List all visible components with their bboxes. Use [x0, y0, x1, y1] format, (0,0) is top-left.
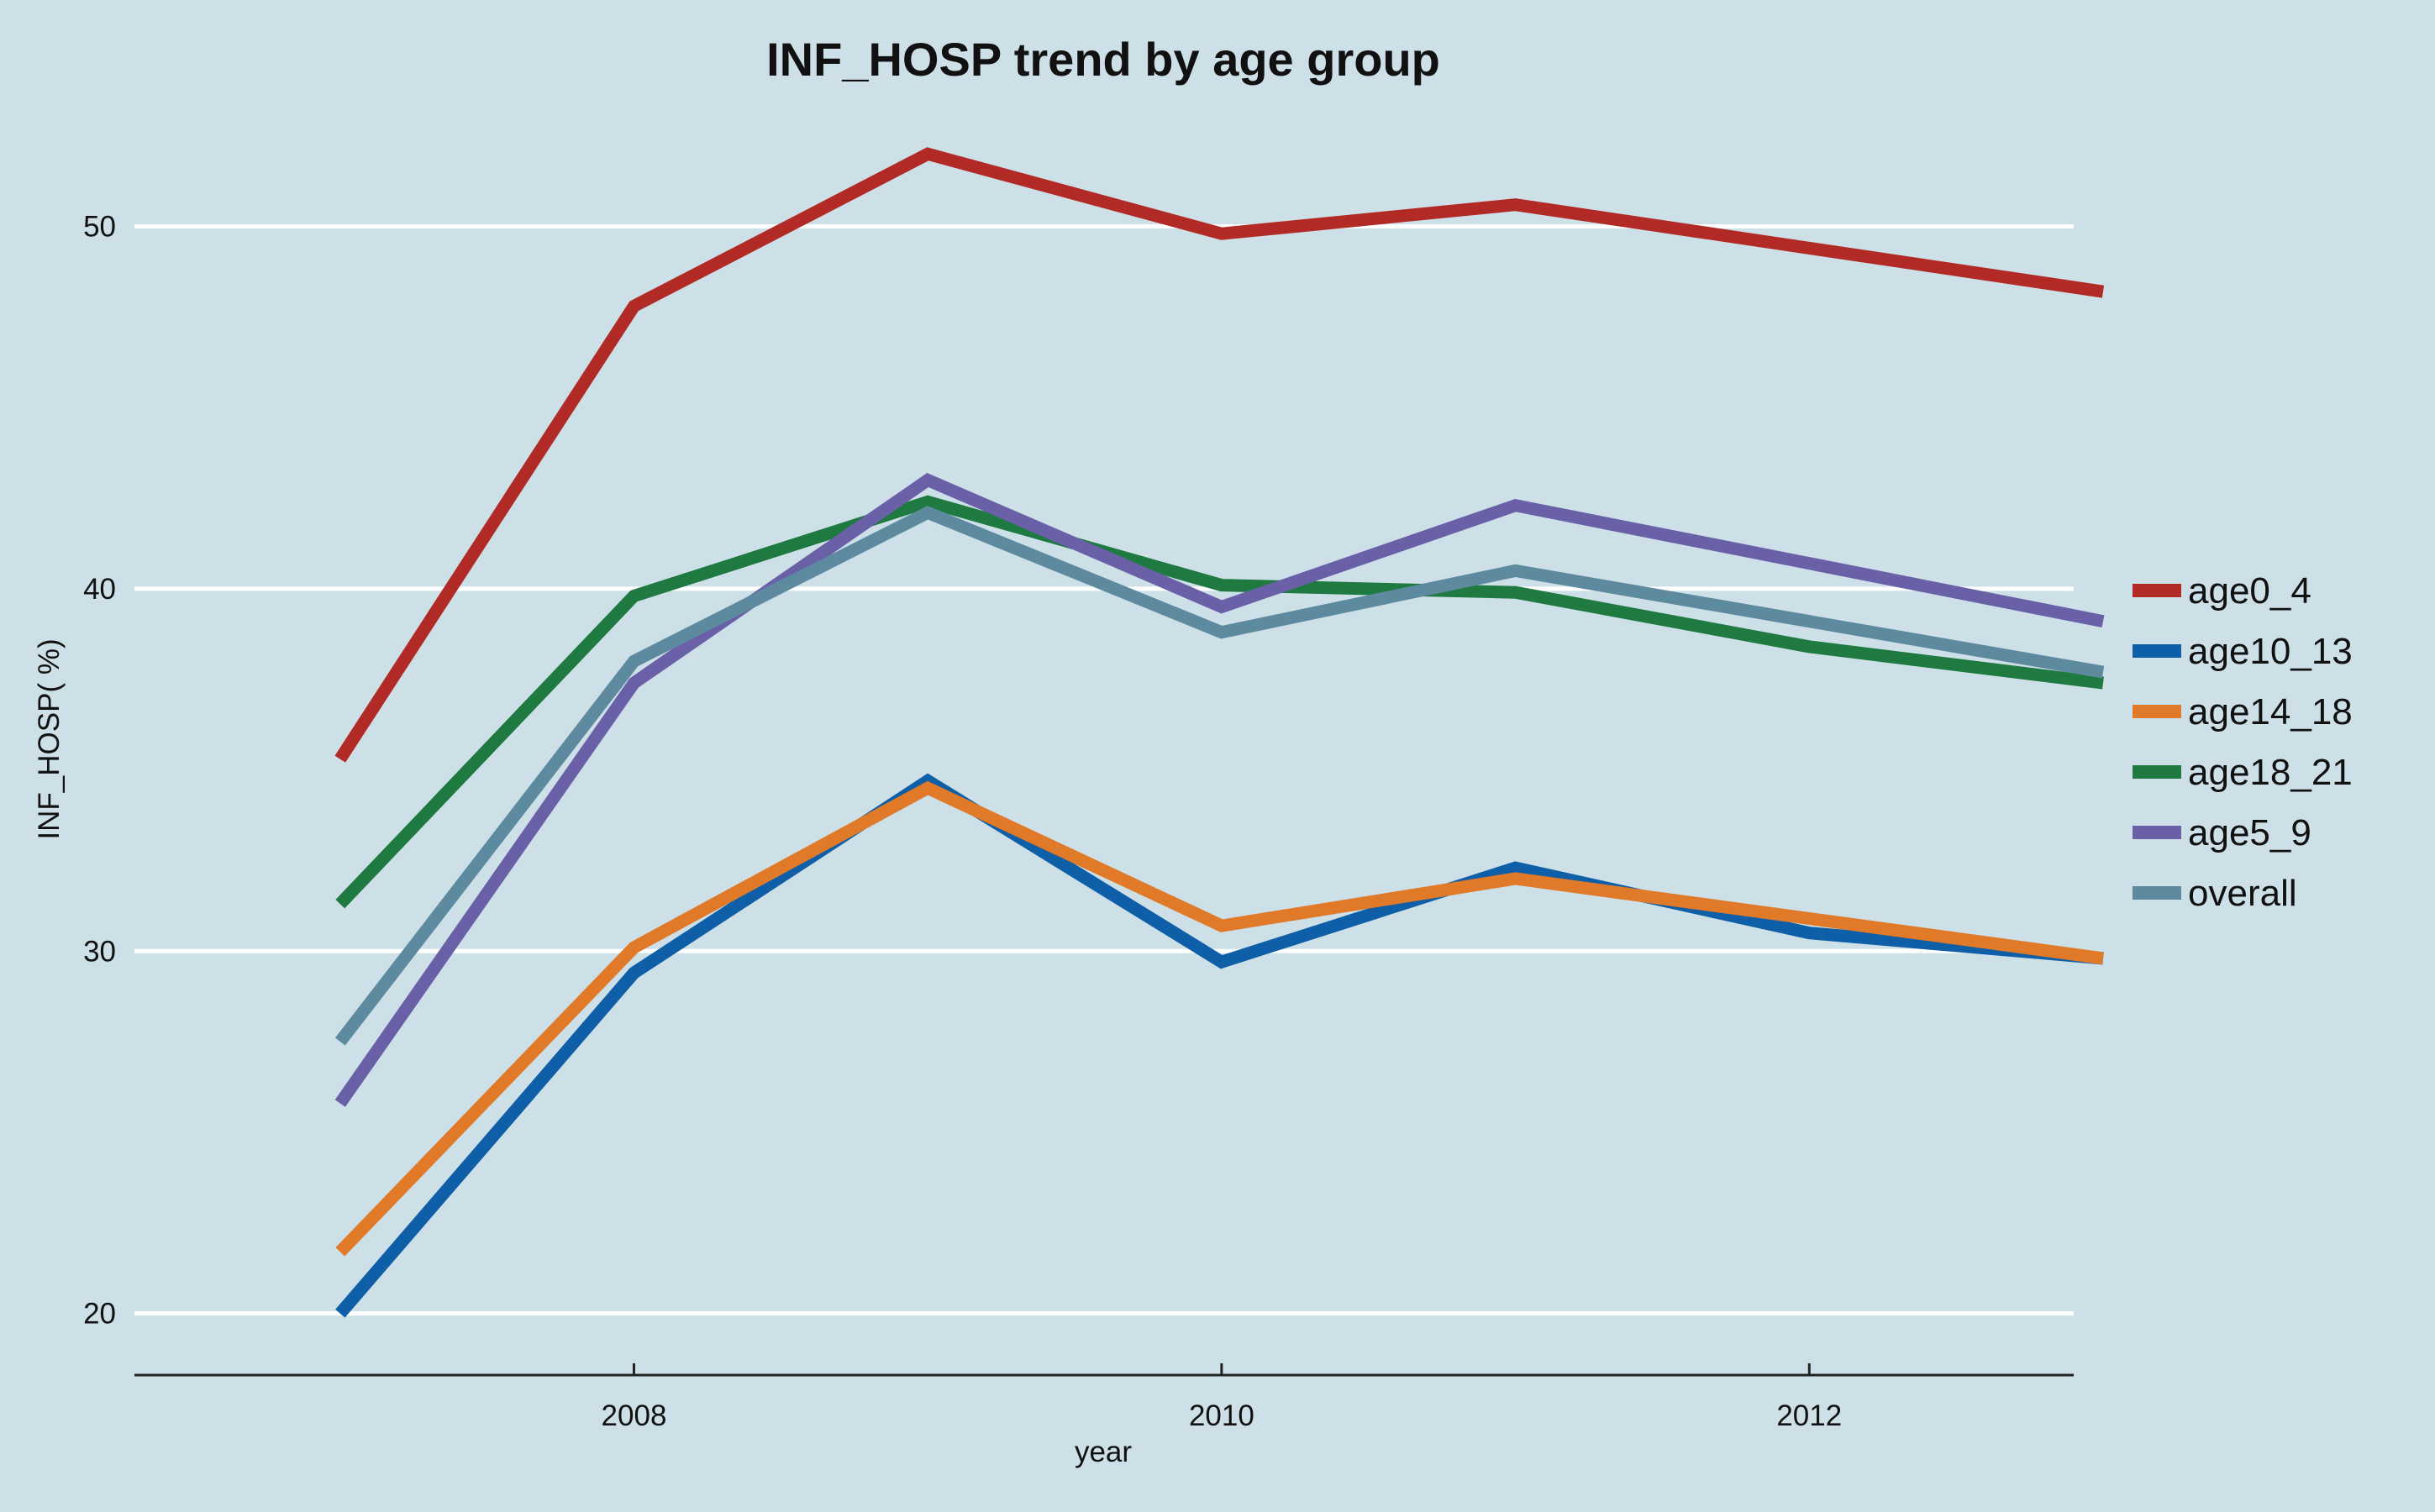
y-axis-label: INF_HOSP( %) — [33, 638, 66, 839]
legend-swatch-overall — [2133, 886, 2181, 900]
series-line-age10_13 — [335, 773, 2104, 1318]
legend-swatch-age14_18 — [2133, 705, 2181, 718]
legend-swatch-age18_21 — [2133, 765, 2181, 779]
legend-label-age10_13: age10_13 — [2188, 631, 2353, 672]
legend-swatch-age10_13 — [2133, 644, 2181, 658]
series-line-age14_18 — [335, 780, 2105, 1257]
legend-label-age14_18: age14_18 — [2188, 691, 2353, 732]
series-line-age18_21 — [335, 495, 2104, 909]
series-line-age0_4 — [334, 147, 2105, 763]
legend-label-age18_21: age18_21 — [2188, 752, 2353, 793]
legend-label-age0_4: age0_4 — [2188, 570, 2311, 612]
x-axis-label: year — [1075, 1436, 1132, 1468]
legend-swatch-age0_4 — [2133, 584, 2181, 597]
y-tick-label: 30 — [83, 935, 116, 968]
legend-swatch-age5_9 — [2133, 826, 2181, 839]
legend-label-overall: overall — [2188, 873, 2297, 914]
x-tick-label: 2010 — [1189, 1399, 1254, 1432]
plot-area — [334, 147, 2105, 1318]
legend: age0_4 age10_13 age14_18 age18_21 age5_9over… — [2133, 570, 2353, 914]
grid — [134, 224, 2074, 1316]
x-tick-label: 2008 — [602, 1399, 667, 1432]
chart-title: INF_HOSP trend by age group — [766, 33, 1440, 86]
x-tick-label: 2012 — [1776, 1399, 1842, 1432]
y-tick-label: 40 — [83, 573, 116, 606]
series-line-age5_9 — [334, 472, 2105, 1107]
ticks: 20 30 40 50 2008 2010 2012 — [83, 211, 1842, 1432]
series-line-overall — [334, 506, 2105, 1046]
legend-label-age5_9: age5_9 — [2188, 812, 2311, 853]
y-tick-label: 20 — [83, 1298, 116, 1331]
y-tick-label: 50 — [83, 211, 116, 244]
